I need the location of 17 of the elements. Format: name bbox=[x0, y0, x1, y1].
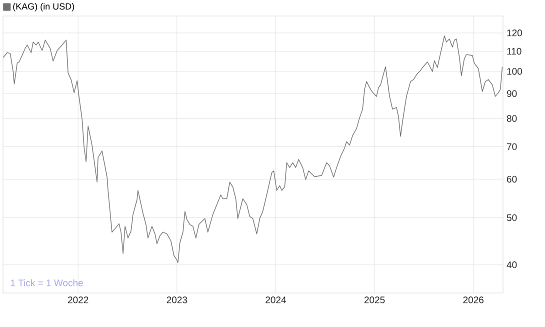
legend-label: (KAG) (in USD) bbox=[13, 2, 74, 12]
x-tick-label: 2026 bbox=[463, 296, 484, 304]
y-tick-label: 60 bbox=[507, 176, 517, 183]
y-tick-label: 80 bbox=[506, 115, 517, 122]
x-tick-label: 2025 bbox=[364, 296, 385, 304]
y-tick-label: 40 bbox=[506, 261, 517, 268]
y-tick-label: 120 bbox=[507, 30, 522, 36]
x-tick-label: 2023 bbox=[166, 296, 188, 304]
annotation: 1 Tick = 1 Woche bbox=[10, 279, 83, 286]
y-tick-label: 70 bbox=[507, 143, 517, 150]
y-tick-label: 100 bbox=[507, 68, 522, 75]
y-tick-label: 110 bbox=[507, 48, 522, 55]
line-series bbox=[3, 36, 503, 264]
y-tick-label: 90 bbox=[506, 90, 517, 97]
x-tick-label: 2024 bbox=[266, 296, 286, 304]
x-tick-label: 2022 bbox=[68, 296, 88, 304]
y-tick-label: 50 bbox=[506, 214, 517, 222]
